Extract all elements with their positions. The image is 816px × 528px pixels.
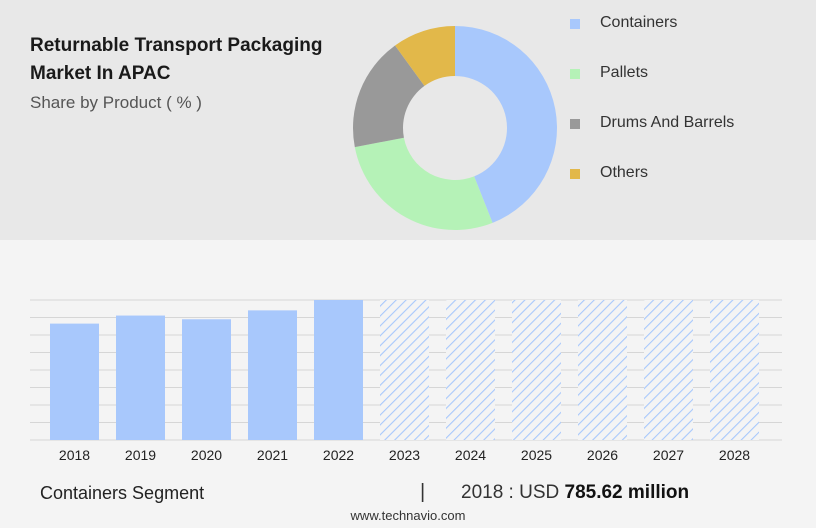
- bar-forecast-2025: [512, 300, 561, 440]
- bar-2019: [116, 315, 165, 440]
- x-tick-2020: 2020: [191, 447, 222, 463]
- footer-segment-label: Containers Segment: [40, 483, 205, 503]
- x-tick-2028: 2028: [719, 447, 750, 463]
- bar-2020: [182, 319, 231, 440]
- donut-slice-containers: [455, 26, 557, 223]
- legend-label-containers: Containers: [600, 14, 678, 31]
- x-tick-2018: 2018: [59, 447, 90, 463]
- bar-forecast-2023: [380, 300, 429, 440]
- bar-forecast-2024: [446, 300, 495, 440]
- legend-label-others: Others: [600, 164, 649, 181]
- bar-2021: [248, 310, 297, 440]
- bar-forecast-2027: [644, 300, 693, 440]
- x-tick-2021: 2021: [257, 447, 288, 463]
- x-tick-2025: 2025: [521, 447, 552, 463]
- bar-forecast-2026: [578, 300, 627, 440]
- source-link[interactable]: www.technavio.com: [350, 508, 466, 523]
- chart-title-line-2: Market In APAC: [30, 63, 171, 84]
- donut-slice-drums-and-barrels: [353, 45, 425, 148]
- bar-2022: [314, 300, 363, 440]
- x-tick-2023: 2023: [389, 447, 420, 463]
- legend-swatch-drums-and-barrels: [570, 119, 580, 129]
- bar-chart-svg: 2018 2019 2020 2021 2022 2023 2024 2025 2026 2027…: [30, 299, 782, 463]
- legend-swatch-others: [570, 169, 580, 179]
- bar-2018: [50, 323, 99, 440]
- x-tick-2019: 2019: [125, 447, 156, 463]
- bar-forecast-2028: [710, 300, 759, 440]
- market-size-bar-chart: 2018 2019 2020 2021 2022 2023 2024 2025 2026 2027…: [0, 240, 816, 480]
- footer-stat: 2018 : USD 785.62 million: [461, 482, 689, 504]
- donut-slice-others: [395, 26, 455, 86]
- product-share-donut: [350, 26, 560, 230]
- legend-label-pallets: Pallets: [600, 64, 649, 81]
- x-tick-2026: 2026: [587, 447, 618, 463]
- footer-stat-value: 785.62 million: [564, 482, 690, 503]
- chart-title: Returnable Transport Packaging Market In…: [30, 32, 360, 88]
- chart-subtitle: Share by Product ( % ): [30, 93, 202, 112]
- x-tick-2022: 2022: [323, 447, 354, 463]
- donut-svg: [353, 26, 557, 230]
- footer-separator: |: [420, 481, 426, 503]
- donut-slice-pallets: [354, 137, 493, 230]
- chart-title-line-1: Returnable Transport Packaging: [30, 35, 323, 56]
- x-tick-2024: 2024: [455, 447, 486, 463]
- x-tick-2027: 2027: [653, 447, 684, 463]
- legend-swatch-pallets: [570, 69, 580, 79]
- legend-swatch-containers: [570, 19, 580, 29]
- footer-stat-prefix: 2018 : USD: [461, 482, 560, 503]
- legend-label-drums-and-barrels: Drums And Barrels: [600, 114, 735, 131]
